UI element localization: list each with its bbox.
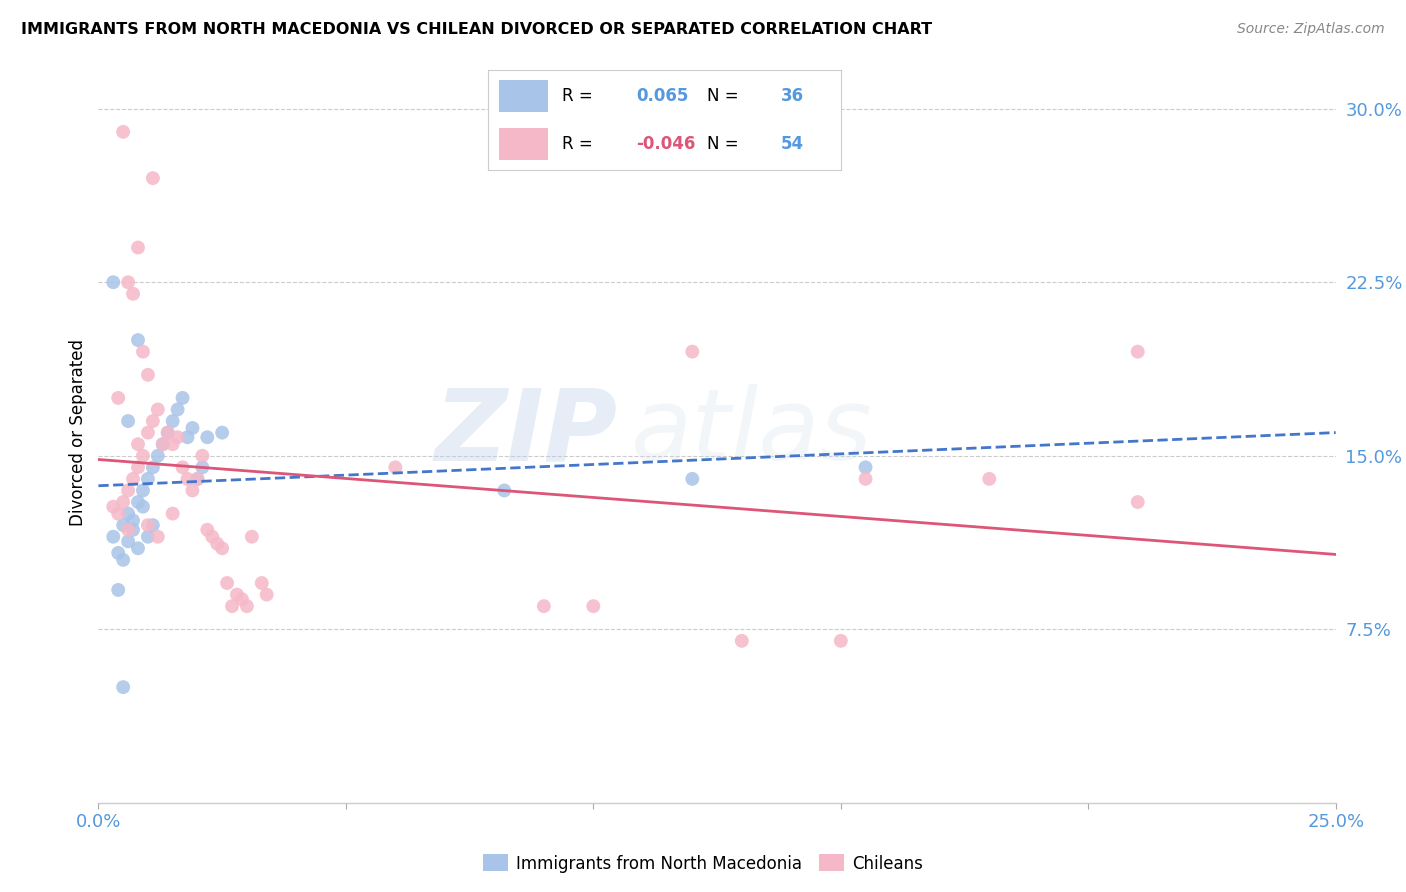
Point bbox=[236, 599, 259, 614]
Text: atlas: atlas bbox=[630, 384, 872, 481]
Point bbox=[112, 518, 135, 533]
Point bbox=[122, 514, 145, 528]
Point bbox=[122, 472, 145, 486]
Point bbox=[1126, 344, 1149, 359]
Point bbox=[172, 460, 194, 475]
Point bbox=[142, 414, 165, 428]
Point bbox=[830, 633, 852, 648]
Point bbox=[221, 599, 243, 614]
Point bbox=[162, 507, 184, 521]
Point bbox=[117, 507, 139, 521]
Point bbox=[107, 391, 129, 405]
Point bbox=[191, 449, 214, 463]
Point bbox=[533, 599, 555, 614]
Point bbox=[117, 414, 139, 428]
Point bbox=[112, 553, 135, 567]
Text: ZIP: ZIP bbox=[434, 384, 619, 481]
Point bbox=[132, 483, 155, 498]
Point bbox=[181, 483, 204, 498]
Point bbox=[107, 507, 129, 521]
Point bbox=[136, 518, 159, 533]
Point bbox=[122, 523, 145, 537]
Point bbox=[132, 449, 155, 463]
Point bbox=[146, 449, 169, 463]
Point bbox=[127, 541, 149, 556]
Point bbox=[142, 171, 165, 186]
Point bbox=[146, 402, 169, 417]
Point bbox=[142, 518, 165, 533]
Point bbox=[855, 472, 877, 486]
Point bbox=[146, 530, 169, 544]
Point bbox=[112, 125, 135, 139]
Point bbox=[152, 437, 174, 451]
Point bbox=[127, 460, 149, 475]
Point bbox=[103, 500, 125, 514]
Point bbox=[195, 523, 218, 537]
Point bbox=[107, 582, 129, 597]
Point bbox=[132, 500, 155, 514]
Point bbox=[211, 541, 233, 556]
Point bbox=[494, 483, 516, 498]
Point bbox=[201, 530, 224, 544]
Point bbox=[136, 472, 159, 486]
Point bbox=[127, 437, 149, 451]
Point bbox=[186, 472, 208, 486]
Text: Source: ZipAtlas.com: Source: ZipAtlas.com bbox=[1237, 22, 1385, 37]
Point bbox=[142, 460, 165, 475]
Point bbox=[217, 576, 239, 591]
Point bbox=[211, 425, 233, 440]
Point bbox=[176, 430, 198, 444]
Point bbox=[731, 633, 754, 648]
Point bbox=[117, 534, 139, 549]
Point bbox=[127, 333, 149, 347]
Point bbox=[117, 275, 139, 289]
Point bbox=[979, 472, 1001, 486]
Point bbox=[136, 530, 159, 544]
Point bbox=[117, 483, 139, 498]
Point bbox=[127, 240, 149, 255]
Text: IMMIGRANTS FROM NORTH MACEDONIA VS CHILEAN DIVORCED OR SEPARATED CORRELATION CHA: IMMIGRANTS FROM NORTH MACEDONIA VS CHILE… bbox=[21, 22, 932, 37]
Point bbox=[176, 472, 198, 486]
Point bbox=[240, 530, 263, 544]
Point bbox=[181, 421, 204, 435]
Point bbox=[166, 430, 188, 444]
Point bbox=[103, 275, 125, 289]
Point bbox=[231, 592, 253, 607]
Point bbox=[855, 460, 877, 475]
Point bbox=[166, 402, 188, 417]
Point bbox=[162, 437, 184, 451]
Point bbox=[136, 425, 159, 440]
Point bbox=[256, 588, 278, 602]
Point bbox=[226, 588, 249, 602]
Point bbox=[172, 391, 194, 405]
Point bbox=[191, 460, 214, 475]
Point bbox=[156, 425, 179, 440]
Point bbox=[186, 472, 208, 486]
Point bbox=[103, 530, 125, 544]
Point bbox=[127, 495, 149, 509]
Point bbox=[1126, 495, 1149, 509]
Y-axis label: Divorced or Separated: Divorced or Separated bbox=[69, 339, 87, 526]
Point bbox=[156, 425, 179, 440]
Point bbox=[195, 430, 218, 444]
Point bbox=[681, 472, 703, 486]
Point bbox=[681, 344, 703, 359]
Point bbox=[152, 437, 174, 451]
Point bbox=[162, 414, 184, 428]
Point bbox=[107, 546, 129, 560]
Point bbox=[582, 599, 605, 614]
Point bbox=[136, 368, 159, 382]
Point bbox=[132, 344, 155, 359]
Point bbox=[122, 286, 145, 301]
Legend: Immigrants from North Macedonia, Chileans: Immigrants from North Macedonia, Chilean… bbox=[477, 847, 929, 880]
Point bbox=[117, 523, 139, 537]
Point bbox=[384, 460, 406, 475]
Point bbox=[250, 576, 273, 591]
Point bbox=[112, 495, 135, 509]
Point bbox=[205, 536, 228, 550]
Point bbox=[112, 680, 135, 694]
